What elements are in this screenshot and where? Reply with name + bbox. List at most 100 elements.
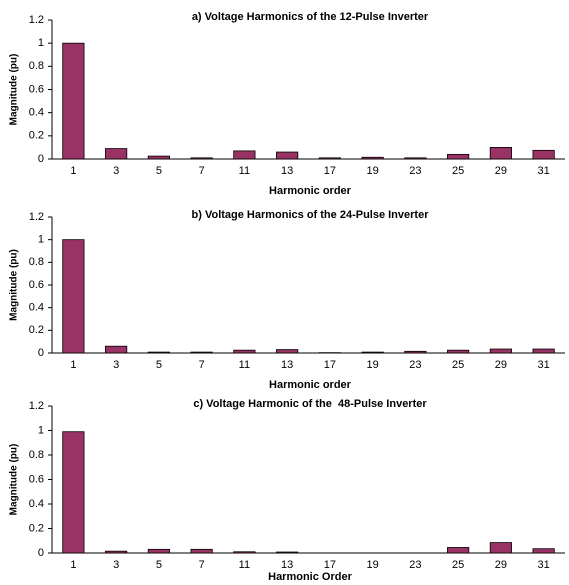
bar bbox=[190, 548, 213, 554]
x-tick-label: 11 bbox=[239, 359, 250, 371]
bar bbox=[318, 157, 341, 160]
x-tick-label: 19 bbox=[367, 559, 379, 571]
x-tick-label: 3 bbox=[113, 559, 119, 571]
bar bbox=[532, 548, 555, 554]
y-tick-label: 0 bbox=[38, 347, 44, 359]
y-axis-label: Magnitude (pu) bbox=[9, 444, 20, 516]
y-tick-label: 0 bbox=[38, 153, 44, 165]
chart-title: c) Voltage Harmonic of the 48-Pulse Inve… bbox=[193, 398, 427, 410]
x-tick-label: 3 bbox=[113, 359, 119, 371]
x-tick-label: 1 bbox=[70, 359, 76, 371]
x-tick-label: 23 bbox=[409, 359, 421, 371]
x-tick-label: 29 bbox=[495, 165, 507, 177]
bar bbox=[404, 350, 427, 354]
x-tick-label: 19 bbox=[367, 359, 379, 371]
y-tick-label: 0 bbox=[38, 547, 44, 559]
y-tick-label: 0.2 bbox=[29, 324, 44, 336]
x-tick-label: 17 bbox=[324, 359, 336, 371]
x-tick-label: 13 bbox=[281, 359, 293, 371]
x-tick-label: 7 bbox=[199, 165, 205, 177]
x-axis-label: Harmonic Order bbox=[268, 571, 352, 583]
x-tick-label: 23 bbox=[409, 559, 421, 571]
x-tick-label: 5 bbox=[156, 165, 162, 177]
bar bbox=[233, 150, 256, 160]
x-tick-label: 31 bbox=[538, 359, 550, 371]
bar bbox=[147, 548, 170, 554]
y-tick-label: 0.4 bbox=[29, 302, 44, 314]
x-tick-label: 5 bbox=[156, 559, 162, 571]
bar bbox=[233, 551, 256, 554]
x-axis-label: Harmonic order bbox=[269, 185, 352, 197]
y-tick-label: 0.8 bbox=[29, 256, 44, 268]
x-tick-label: 5 bbox=[156, 359, 162, 371]
chart-title: b) Voltage Harmonics of the 24-Pulse Inv… bbox=[192, 209, 430, 221]
bar bbox=[447, 153, 470, 160]
y-tick-label: 0.2 bbox=[29, 522, 44, 534]
y-tick-label: 0.2 bbox=[29, 130, 44, 142]
bar bbox=[62, 42, 85, 160]
y-tick-label: 1 bbox=[38, 424, 44, 436]
bar bbox=[62, 239, 85, 354]
x-tick-label: 13 bbox=[281, 165, 293, 177]
x-tick-label: 3 bbox=[113, 165, 119, 177]
x-tick-label: 31 bbox=[538, 559, 550, 571]
bar bbox=[276, 151, 299, 160]
x-tick-label: 11 bbox=[239, 559, 250, 571]
y-tick-label: 0.6 bbox=[29, 83, 44, 95]
y-tick-label: 0.6 bbox=[29, 473, 44, 485]
x-tick-label: 29 bbox=[495, 559, 507, 571]
bar bbox=[190, 157, 213, 160]
bar bbox=[190, 351, 213, 354]
bar bbox=[361, 351, 384, 354]
bar bbox=[532, 149, 555, 160]
bar bbox=[532, 348, 555, 354]
y-tick-label: 0.8 bbox=[29, 60, 44, 72]
bar bbox=[105, 148, 128, 160]
bar bbox=[105, 345, 128, 354]
bar bbox=[147, 351, 170, 354]
bar bbox=[233, 349, 256, 354]
x-tick-label: 1 bbox=[70, 165, 76, 177]
bar bbox=[276, 551, 299, 554]
y-tick-label: 1.2 bbox=[29, 14, 44, 26]
y-axis-label: Magnitude (pu) bbox=[9, 54, 20, 126]
bar bbox=[447, 547, 470, 554]
y-tick-label: 0.8 bbox=[29, 449, 44, 461]
y-tick-label: 0.6 bbox=[29, 279, 44, 291]
x-tick-label: 31 bbox=[538, 165, 550, 177]
bar bbox=[276, 349, 299, 354]
bar bbox=[105, 550, 128, 554]
chart-title: a) Voltage Harmonics of the 12-Pulse Inv… bbox=[192, 11, 429, 23]
bar bbox=[147, 155, 170, 160]
y-axis-label: Magnitude (pu) bbox=[9, 249, 20, 321]
bar bbox=[62, 431, 85, 554]
bar bbox=[404, 157, 427, 160]
y-tick-label: 1.2 bbox=[29, 211, 44, 223]
x-tick-label: 13 bbox=[281, 559, 293, 571]
x-tick-label: 11 bbox=[239, 165, 250, 177]
y-tick-label: 1.2 bbox=[29, 400, 44, 412]
x-tick-label: 17 bbox=[324, 559, 336, 571]
y-tick-label: 0.4 bbox=[29, 498, 44, 510]
x-tick-label: 25 bbox=[452, 559, 464, 571]
x-tick-label: 17 bbox=[324, 165, 336, 177]
y-tick-label: 1 bbox=[38, 234, 44, 246]
x-tick-label: 23 bbox=[409, 165, 421, 177]
bar bbox=[489, 348, 512, 354]
y-tick-label: 0.4 bbox=[29, 107, 44, 119]
x-tick-label: 25 bbox=[452, 165, 464, 177]
x-tick-label: 25 bbox=[452, 359, 464, 371]
x-tick-label: 19 bbox=[367, 165, 379, 177]
bar bbox=[489, 147, 512, 160]
x-axis-label: Harmonic order bbox=[269, 379, 352, 391]
x-tick-label: 29 bbox=[495, 359, 507, 371]
x-tick-label: 7 bbox=[199, 559, 205, 571]
x-tick-label: 7 bbox=[199, 359, 205, 371]
x-tick-label: 1 bbox=[70, 559, 76, 571]
bar bbox=[489, 542, 512, 554]
bar bbox=[447, 349, 470, 354]
bar bbox=[361, 156, 384, 160]
y-tick-label: 1 bbox=[38, 37, 44, 49]
